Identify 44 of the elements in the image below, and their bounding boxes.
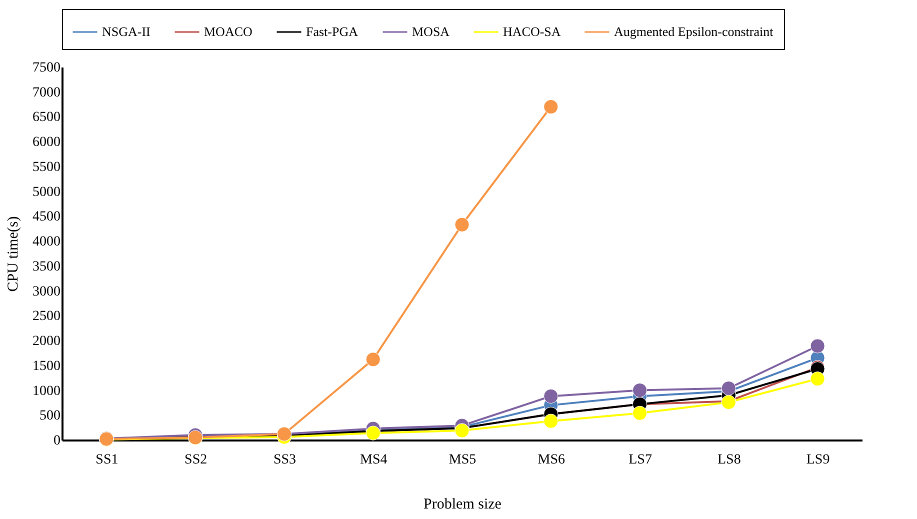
x-tick-label: SS2 <box>184 452 208 468</box>
y-tick-label: 3000 <box>32 284 60 300</box>
y-tick-label: 4000 <box>32 234 60 250</box>
legend-label: Augmented Epsilon-constraint <box>614 24 774 39</box>
y-tick-label: 500 <box>40 408 60 424</box>
legend-label: MOSA <box>412 24 450 39</box>
legend-label: Fast-PGA <box>306 24 359 39</box>
point <box>454 217 470 232</box>
point <box>544 388 558 404</box>
point <box>721 380 736 396</box>
y-tick-label: 2500 <box>32 309 60 324</box>
y-tick-label: 0 <box>54 434 60 448</box>
x-tick-label: SS1 <box>96 452 118 468</box>
point <box>632 406 648 420</box>
point <box>632 382 648 398</box>
point <box>810 338 825 354</box>
point <box>454 423 470 438</box>
y-tick-label: 7000 <box>32 85 60 100</box>
y-axis-title: CPU time(s) <box>6 216 22 292</box>
y-tick-label: 4500 <box>32 210 60 225</box>
legend-label: MOACO <box>204 24 252 39</box>
point <box>544 414 558 428</box>
x-tick-label: MS4 <box>360 452 388 468</box>
y-tick-label: 2000 <box>32 334 60 350</box>
x-tick-label: LS8 <box>717 452 741 468</box>
point <box>544 99 558 114</box>
x-tick-label: SS3 <box>273 452 296 468</box>
x-tick-label: LS9 <box>806 452 830 468</box>
legend-label: NSGA-II <box>102 24 150 39</box>
x-tick-label: MS6 <box>538 452 566 468</box>
point <box>810 372 825 386</box>
x-tick-label: MS5 <box>448 452 476 468</box>
y-tick-label: 1500 <box>32 358 60 374</box>
point <box>366 352 380 367</box>
legend-label: HACO-SA <box>503 24 562 39</box>
y-tick-label: 5500 <box>32 160 60 175</box>
x-tick-label: LS7 <box>628 452 652 468</box>
y-tick-label: 5000 <box>32 184 60 200</box>
y-tick-label: 1000 <box>32 384 60 399</box>
y-tick-label: 7500 <box>32 60 60 76</box>
y-tick-label: 3500 <box>32 259 60 274</box>
y-tick-label: 6000 <box>32 135 60 150</box>
x-axis-title: Problem size <box>424 496 502 512</box>
y-tick-label: 6500 <box>32 110 60 126</box>
